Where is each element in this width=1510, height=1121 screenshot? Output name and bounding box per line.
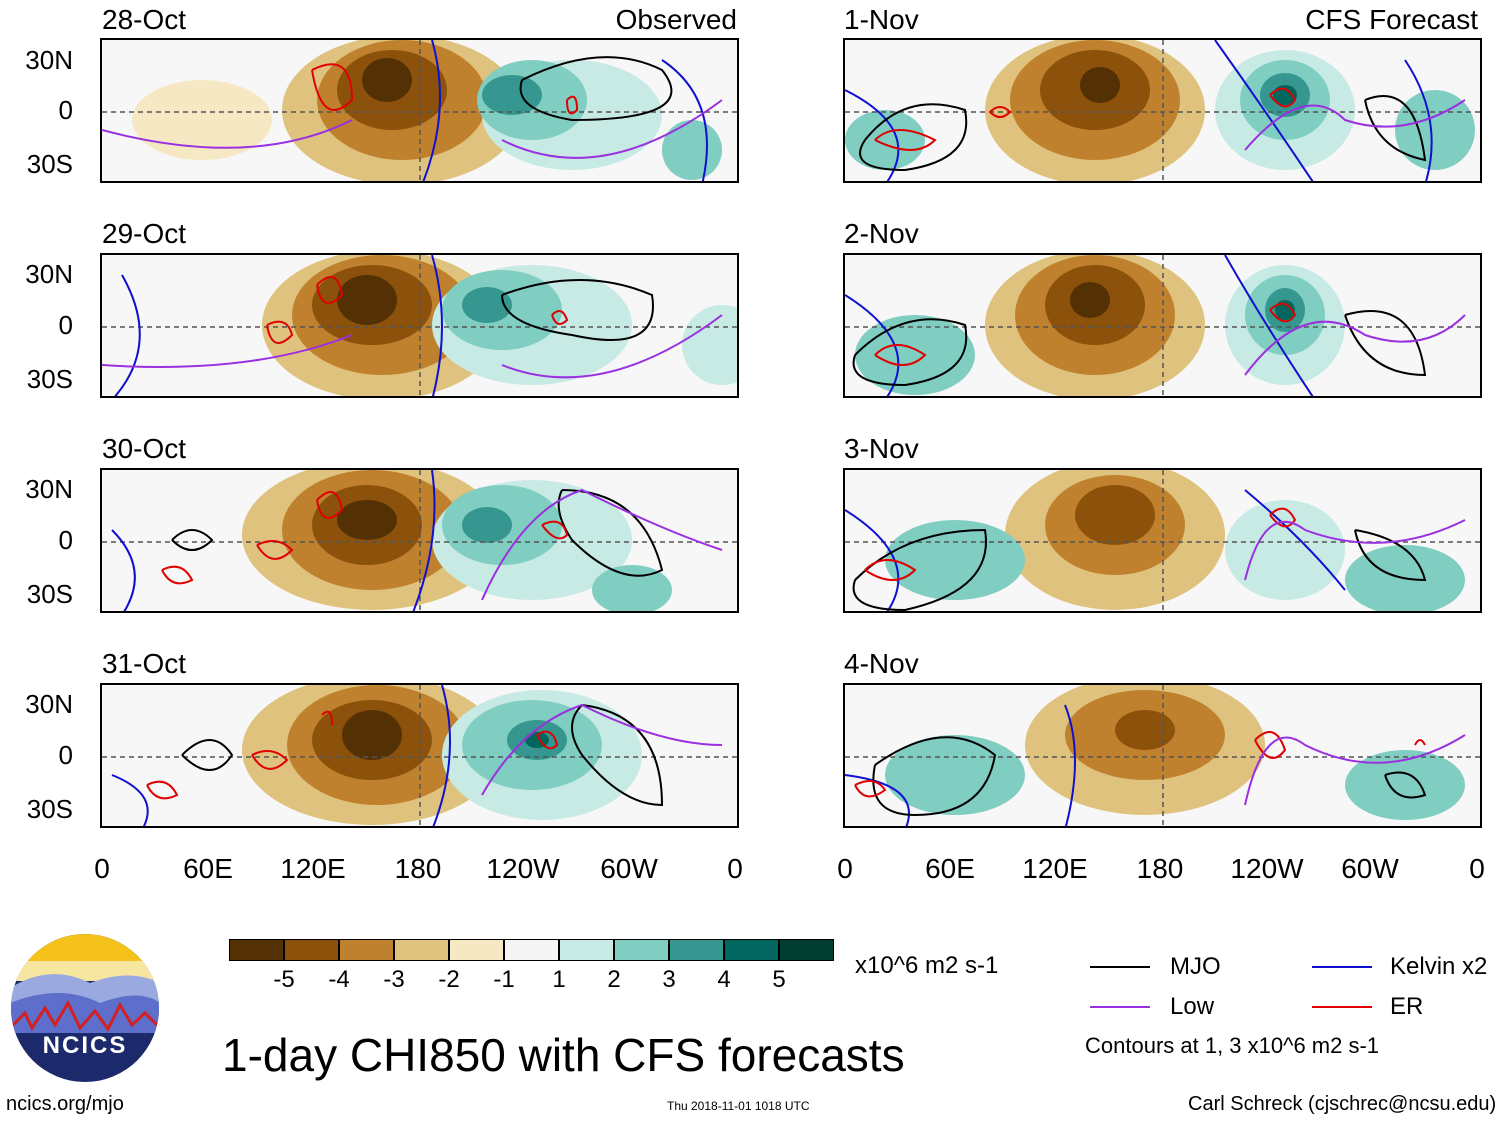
- lon-label: 120W: [486, 853, 560, 884]
- colorbar-tick-label: 1: [552, 966, 566, 993]
- colorbar-swatch: [504, 939, 559, 961]
- lon-label: 0: [727, 853, 743, 884]
- map-field: [845, 685, 1480, 826]
- colorbar-tick-label: -2: [438, 966, 460, 993]
- colorbar-swatch: [779, 939, 834, 961]
- lat-label: 30S: [26, 149, 73, 179]
- map-panel-observed: [100, 468, 739, 613]
- colorbar-swatch: [284, 939, 339, 961]
- colorbar-swatch: [669, 939, 724, 961]
- colorbar-tick-label: 5: [772, 966, 786, 993]
- panel-source: Observed: [615, 4, 737, 35]
- panel-date: 1-Nov: [844, 4, 919, 35]
- map-field: [102, 40, 737, 181]
- footer-timestamp: Thu 2018-11-01 1018 UTC: [667, 1099, 810, 1113]
- colorbar-tick-label: -1: [493, 966, 515, 993]
- panel-date: 4-Nov: [844, 648, 919, 679]
- lon-label: 0: [837, 853, 853, 884]
- map-field: [845, 255, 1480, 396]
- lon-label: 180: [394, 853, 442, 884]
- map-panel-forecast: [843, 38, 1482, 183]
- lat-label: 0: [58, 740, 73, 770]
- colorbar-swatch: [449, 939, 504, 961]
- ncics-logo-icon: [11, 934, 159, 1082]
- legend-note: Contours at 1, 3 x10^6 m2 s-1: [1085, 1033, 1380, 1058]
- lat-label: 30S: [26, 364, 73, 394]
- lon-label: 60E: [925, 853, 975, 884]
- map-panel-observed: [100, 683, 739, 828]
- map-field: [845, 40, 1480, 181]
- lon-label: 0: [94, 853, 110, 884]
- colorbar-units: x10^6 m2 s-1: [855, 952, 999, 979]
- legend-line-mjo: [1090, 966, 1150, 968]
- figure-title: 1-day CHI850 with CFS forecasts: [222, 1029, 905, 1081]
- footer-website[interactable]: ncics.org/mjo: [6, 1093, 124, 1115]
- map-panel-forecast: [843, 468, 1482, 613]
- footer-author: Carl Schreck (cjschrec@ncsu.edu): [1188, 1093, 1497, 1115]
- lon-label: 120E: [280, 853, 346, 884]
- panel-date: 29-Oct: [102, 218, 187, 249]
- lon-label: 120W: [1230, 853, 1304, 884]
- legend-label-er: ER: [1390, 993, 1424, 1020]
- lon-label: 60E: [183, 853, 233, 884]
- map-field: [845, 470, 1480, 611]
- map-panel-forecast: [843, 683, 1482, 828]
- map-field: [102, 255, 737, 396]
- colorbar-tick-label: 4: [717, 966, 731, 993]
- lon-label: 180: [1136, 853, 1184, 884]
- lat-label: 30S: [26, 579, 73, 609]
- panel-source: CFS Forecast: [1305, 4, 1478, 35]
- map-panel-observed: [100, 253, 739, 398]
- panel-date: 31-Oct: [102, 648, 187, 679]
- colorbar-swatch: [339, 939, 394, 961]
- colorbar-swatch: [724, 939, 779, 961]
- legend-line-er: [1312, 1006, 1372, 1008]
- lon-label: 60W: [600, 853, 658, 884]
- colorbar-swatch: [559, 939, 614, 961]
- colorbar-tick-label: 2: [607, 966, 621, 993]
- colorbar-swatch: [614, 939, 669, 961]
- panel-date: 30-Oct: [102, 433, 187, 464]
- colorbar-swatch: [229, 939, 284, 961]
- lat-label: 30N: [25, 259, 73, 289]
- lon-label: 60W: [1341, 853, 1399, 884]
- map-field: [102, 470, 737, 611]
- legend-line-low: [1090, 1006, 1150, 1008]
- panel-date: 28-Oct: [102, 4, 187, 35]
- lat-label: 0: [58, 310, 73, 340]
- lat-label: 30N: [25, 474, 73, 504]
- legend-label-mjo: MJO: [1170, 953, 1221, 980]
- legend-label-low: Low: [1170, 993, 1215, 1020]
- lat-label: 30N: [25, 45, 73, 75]
- lat-label: 0: [58, 525, 73, 555]
- ncics-logo: [10, 933, 160, 1083]
- legend-label-kelvin: Kelvin x2: [1390, 953, 1488, 980]
- colorbar-tick-label: 3: [662, 966, 676, 993]
- map-field: [102, 685, 737, 826]
- legend-line-kelvin: [1312, 966, 1372, 968]
- colorbar-swatch: [394, 939, 449, 961]
- map-panel-observed: [100, 38, 739, 183]
- colorbar-tick-label: -4: [328, 966, 350, 993]
- lat-label: 30N: [25, 689, 73, 719]
- lon-label: 0: [1469, 853, 1485, 884]
- lon-label: 120E: [1022, 853, 1088, 884]
- panel-date: 3-Nov: [844, 433, 919, 464]
- colorbar-tick-label: -5: [273, 966, 295, 993]
- lat-label: 0: [58, 95, 73, 125]
- map-panel-forecast: [843, 253, 1482, 398]
- colorbar-tick-label: -3: [383, 966, 405, 993]
- lat-label: 30S: [26, 794, 73, 824]
- logo-text: NCICS: [42, 1032, 128, 1059]
- panel-date: 2-Nov: [844, 218, 919, 249]
